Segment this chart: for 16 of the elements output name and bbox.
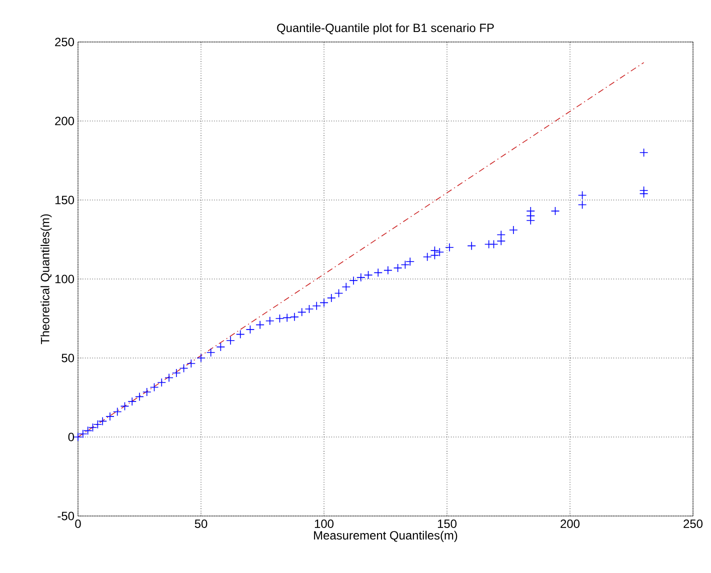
y-axis-title: Theoretical Quantiles(m) [40, 214, 52, 344]
chart-title: Quantile-Quantile plot for B1 scenario FP [277, 23, 494, 34]
y-tick-label: -50 [58, 512, 74, 520]
x-axis-title: Measurement Quantiles(m) [314, 530, 458, 542]
y-tick-label: 250 [55, 38, 74, 46]
x-tick-label: 50 [194, 520, 208, 528]
x-tick-label: 250 [684, 520, 703, 528]
x-tick-label: 200 [560, 520, 580, 528]
y-tick-label: 150 [55, 196, 74, 204]
x-tick-label: 0 [75, 520, 81, 528]
y-tick-label: 0 [68, 432, 74, 442]
y-tick-label: 100 [55, 274, 74, 284]
x-tick-label: 100 [314, 520, 334, 528]
y-tick-label: 50 [62, 354, 74, 362]
y-tick-label: 200 [55, 116, 74, 126]
x-tick-label: 150 [438, 520, 457, 528]
